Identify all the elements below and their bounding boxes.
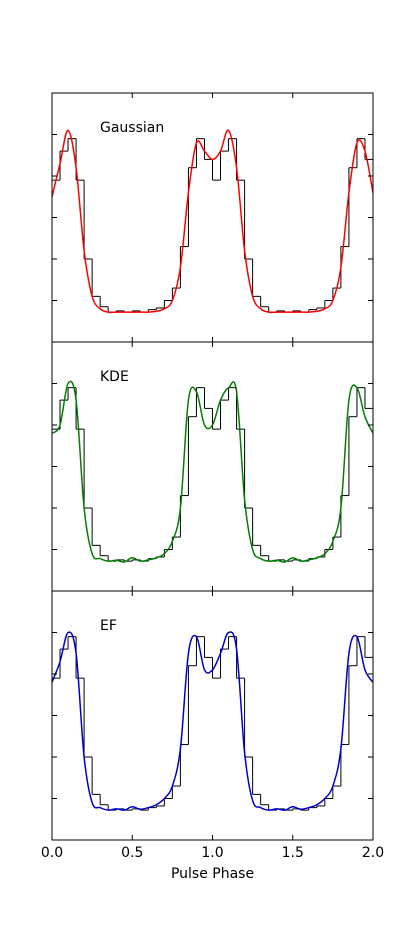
panel-label: EF xyxy=(100,618,117,634)
panel-label: Gaussian xyxy=(100,120,164,136)
x-axis-label: Pulse Phase xyxy=(171,866,254,882)
x-tick-label: 1.5 xyxy=(282,845,304,861)
profile-line xyxy=(51,380,374,563)
profile-line xyxy=(51,631,374,811)
profile-line xyxy=(51,129,374,314)
x-tick-label: 0.0 xyxy=(41,845,63,861)
x-tick-label: 2.0 xyxy=(362,845,384,861)
x-tick-label: 0.5 xyxy=(121,845,143,861)
x-tick-label: 1.0 xyxy=(201,845,223,861)
panel-label: KDE xyxy=(100,369,129,385)
